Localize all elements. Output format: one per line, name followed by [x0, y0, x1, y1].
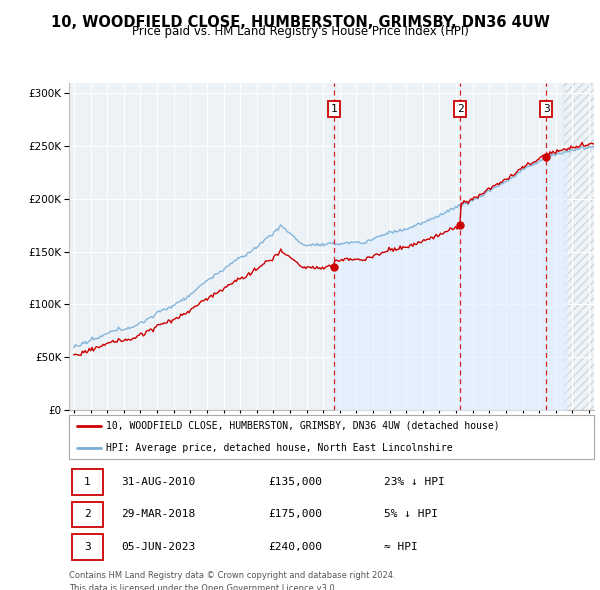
- Text: 1: 1: [331, 104, 338, 114]
- FancyBboxPatch shape: [71, 469, 103, 495]
- Text: 10, WOODFIELD CLOSE, HUMBERSTON, GRIMSBY, DN36 4UW (detached house): 10, WOODFIELD CLOSE, HUMBERSTON, GRIMSBY…: [106, 421, 499, 431]
- Text: HPI: Average price, detached house, North East Lincolnshire: HPI: Average price, detached house, Nort…: [106, 443, 452, 453]
- Text: 3: 3: [543, 104, 550, 114]
- FancyBboxPatch shape: [71, 534, 103, 560]
- Text: 29-MAR-2018: 29-MAR-2018: [121, 510, 196, 519]
- Text: 1: 1: [84, 477, 91, 487]
- Bar: [564, 83, 600, 410]
- Text: £240,000: £240,000: [269, 542, 323, 552]
- Text: This data is licensed under the Open Government Licence v3.0.: This data is licensed under the Open Gov…: [69, 584, 337, 590]
- Text: 05-JUN-2023: 05-JUN-2023: [121, 542, 196, 552]
- Text: 10, WOODFIELD CLOSE, HUMBERSTON, GRIMSBY, DN36 4UW: 10, WOODFIELD CLOSE, HUMBERSTON, GRIMSBY…: [50, 15, 550, 30]
- Text: £135,000: £135,000: [269, 477, 323, 487]
- Text: Contains HM Land Registry data © Crown copyright and database right 2024.: Contains HM Land Registry data © Crown c…: [69, 571, 395, 580]
- Bar: [564, 83, 600, 410]
- Text: £175,000: £175,000: [269, 510, 323, 519]
- Text: 2: 2: [457, 104, 464, 114]
- Text: 5% ↓ HPI: 5% ↓ HPI: [384, 510, 438, 519]
- Text: 23% ↓ HPI: 23% ↓ HPI: [384, 477, 445, 487]
- Text: ≈ HPI: ≈ HPI: [384, 542, 418, 552]
- Text: Price paid vs. HM Land Registry's House Price Index (HPI): Price paid vs. HM Land Registry's House …: [131, 25, 469, 38]
- FancyBboxPatch shape: [71, 502, 103, 527]
- Text: 3: 3: [84, 542, 91, 552]
- Bar: [564, 83, 600, 410]
- Text: 2: 2: [84, 510, 91, 519]
- Text: 31-AUG-2010: 31-AUG-2010: [121, 477, 196, 487]
